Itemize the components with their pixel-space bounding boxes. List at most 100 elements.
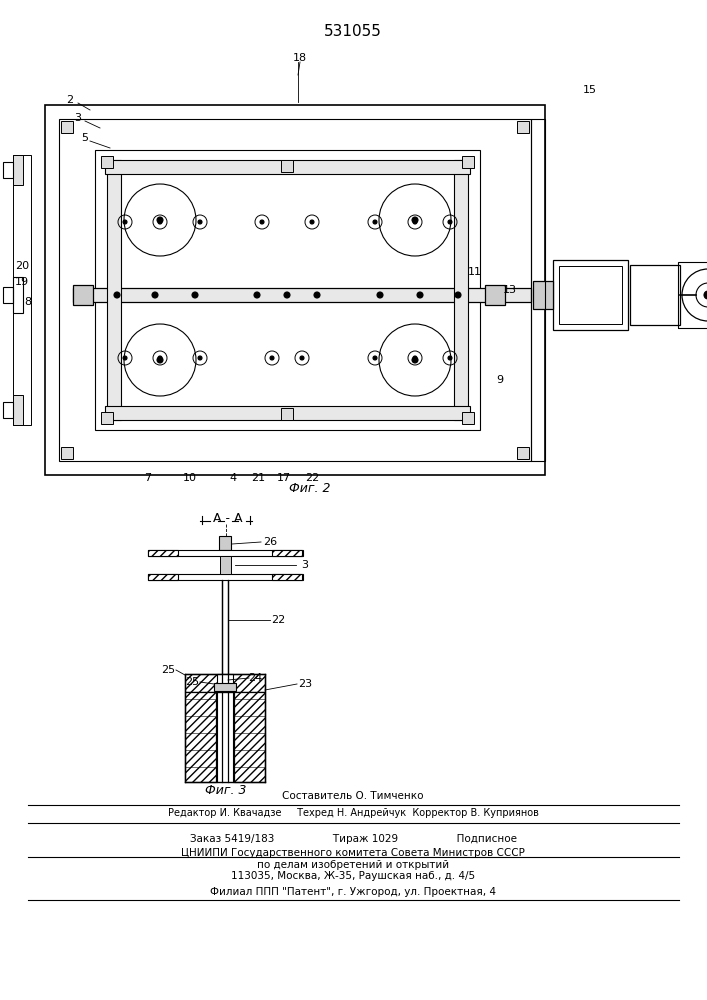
Circle shape	[412, 217, 418, 223]
Bar	[3, 402, 13, 418]
Circle shape	[448, 220, 452, 224]
Bar	[678, 262, 707, 328]
Bar	[13, 277, 23, 313]
Text: Фиг. 3: Фиг. 3	[205, 784, 247, 796]
Bar	[148, 550, 178, 556]
Text: 7: 7	[144, 473, 151, 483]
Text: Фиг. 2: Фиг. 2	[289, 483, 331, 495]
Bar	[281, 408, 293, 420]
Text: 24: 24	[248, 673, 262, 683]
Bar	[107, 160, 121, 420]
Circle shape	[123, 220, 127, 224]
Bar	[462, 156, 474, 168]
Text: Редактор И. Квачадзе     Техред Н. Андрейчук  Корректор В. Куприянов: Редактор И. Квачадзе Техред Н. Андрейчук…	[168, 808, 539, 818]
Text: 2: 2	[66, 95, 74, 105]
Text: 26: 26	[263, 537, 277, 547]
Circle shape	[300, 356, 304, 360]
Circle shape	[157, 357, 163, 363]
Bar	[148, 574, 303, 580]
Text: 19: 19	[15, 277, 29, 287]
Bar	[13, 155, 31, 425]
Bar	[220, 556, 231, 574]
Circle shape	[157, 217, 163, 223]
Bar	[281, 160, 293, 172]
Text: 18: 18	[293, 53, 307, 63]
Bar	[101, 412, 113, 424]
Circle shape	[704, 291, 707, 299]
Text: 531055: 531055	[324, 24, 382, 39]
Circle shape	[114, 292, 120, 298]
Circle shape	[310, 220, 314, 224]
Bar	[105, 160, 470, 174]
Bar	[217, 674, 233, 692]
Bar	[185, 674, 265, 692]
Bar	[214, 683, 236, 691]
Circle shape	[373, 220, 377, 224]
Bar	[272, 550, 302, 556]
Bar	[59, 119, 531, 461]
Text: 23: 23	[298, 679, 312, 689]
Text: по делам изобретений и открытий: по делам изобретений и открытий	[257, 860, 449, 870]
Circle shape	[254, 292, 260, 298]
Text: 11: 11	[468, 267, 482, 277]
Text: 25: 25	[161, 665, 175, 675]
Text: 25: 25	[185, 677, 199, 687]
Bar	[559, 266, 622, 324]
Bar	[61, 121, 73, 133]
Bar	[148, 574, 178, 580]
Text: Заказ 5419/183                  Тираж 1029                  Подписное: Заказ 5419/183 Тираж 1029 Подписное	[189, 834, 517, 844]
Bar	[13, 155, 23, 185]
Bar	[485, 285, 505, 305]
Bar	[219, 536, 231, 550]
Circle shape	[373, 356, 377, 360]
Circle shape	[198, 356, 202, 360]
Text: 3: 3	[301, 560, 308, 570]
Text: 5: 5	[81, 133, 88, 143]
Text: 15: 15	[583, 85, 597, 95]
Bar	[101, 156, 113, 168]
Circle shape	[260, 220, 264, 224]
Bar	[61, 447, 73, 459]
Circle shape	[417, 292, 423, 298]
Text: 3: 3	[74, 113, 81, 123]
Bar	[531, 119, 545, 461]
Text: А - А: А - А	[214, 512, 243, 524]
Text: 10: 10	[183, 473, 197, 483]
Circle shape	[377, 292, 383, 298]
Bar	[95, 150, 480, 430]
Text: 4: 4	[230, 473, 237, 483]
Bar	[3, 162, 13, 178]
Bar	[630, 265, 680, 325]
Circle shape	[413, 220, 417, 224]
Text: 9: 9	[496, 375, 503, 385]
Circle shape	[123, 356, 127, 360]
Circle shape	[455, 292, 461, 298]
Bar	[272, 574, 302, 580]
Circle shape	[158, 356, 162, 360]
Circle shape	[284, 292, 290, 298]
Circle shape	[158, 220, 162, 224]
Text: ЦНИИПИ Государственного комитета Совета Министров СССР: ЦНИИПИ Государственного комитета Совета …	[181, 848, 525, 858]
Circle shape	[192, 292, 198, 298]
Bar	[553, 260, 628, 330]
Bar	[454, 160, 468, 420]
Bar	[3, 287, 13, 303]
Bar	[462, 412, 474, 424]
Circle shape	[270, 356, 274, 360]
Bar	[517, 121, 529, 133]
Text: 8: 8	[25, 297, 32, 307]
Text: 22: 22	[305, 473, 319, 483]
Bar	[148, 550, 303, 556]
Bar	[73, 285, 93, 305]
Circle shape	[448, 356, 452, 360]
Text: Составитель О. Тимченко: Составитель О. Тимченко	[282, 791, 423, 801]
Text: 21: 21	[251, 473, 265, 483]
Bar	[533, 281, 553, 309]
Bar	[45, 105, 545, 475]
Bar	[234, 692, 265, 782]
Circle shape	[198, 220, 202, 224]
Text: 20: 20	[15, 261, 29, 271]
Bar	[517, 447, 529, 459]
Text: 22: 22	[271, 615, 285, 625]
Circle shape	[314, 292, 320, 298]
